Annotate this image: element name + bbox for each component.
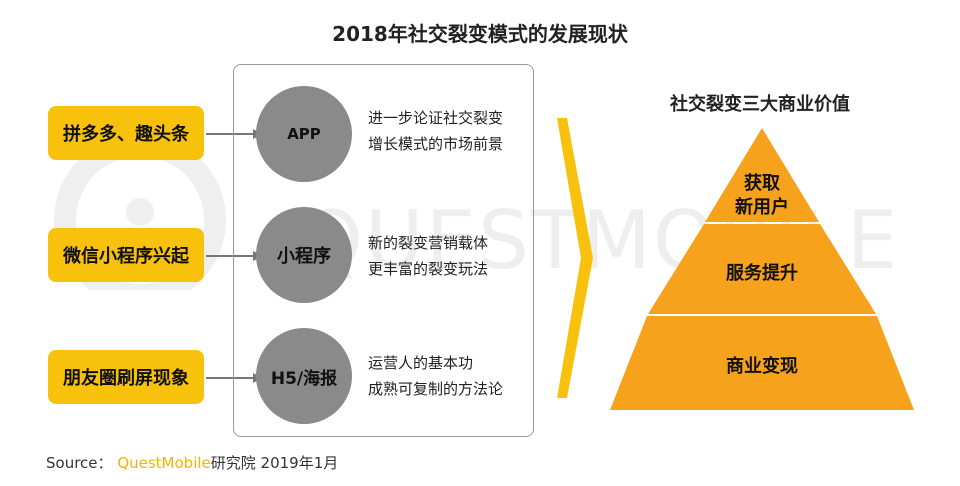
source-note: Source： QuestMobile研究院 2019年1月 — [46, 452, 338, 473]
desc-app: 进一步论证社交裂变 增长模式的市场前景 — [368, 105, 528, 157]
circle-mini-program: 小程序 — [256, 207, 352, 303]
desc-mini-program-line-2: 更丰富的裂变玩法 — [368, 260, 489, 278]
pyramid-tier-top — [705, 128, 819, 222]
desc-mini-program: 新的裂变营销载体 更丰富的裂变玩法 — [368, 230, 528, 282]
value-pyramid — [610, 128, 914, 410]
desc-h5-poster-line-1: 运营人的基本功 — [368, 354, 474, 372]
source-suffix: 研究院 2019年1月 — [210, 454, 339, 472]
desc-app-line-1: 进一步论证社交裂变 — [368, 109, 504, 127]
circle-h5-poster-label: H5/海报 — [270, 368, 338, 389]
chevron-divider — [557, 118, 593, 398]
desc-mini-program-line-1: 新的裂变营销载体 — [368, 234, 489, 252]
left-item-2: 微信小程序兴起 — [48, 228, 204, 282]
page-title: 2018年社交裂变模式的发展现状 — [332, 22, 628, 46]
pyramid-label-bottom: 商业变现 — [726, 356, 798, 377]
pyramid-label-middle: 服务提升 — [726, 263, 798, 284]
carrier-panel — [233, 64, 534, 437]
pyramid-label-top-line-1: 获取 — [744, 173, 780, 194]
pyramid-tier-bottom — [610, 316, 914, 410]
circle-mini-program-label: 小程序 — [277, 246, 331, 267]
desc-h5-poster-line-2: 成熟可复制的方法论 — [368, 380, 504, 398]
pyramid-label-top-line-2: 新用户 — [735, 197, 789, 218]
desc-h5-poster: 运营人的基本功 成熟可复制的方法论 — [368, 350, 528, 402]
source-brand: QuestMobile — [117, 454, 211, 472]
desc-app-line-2: 增长模式的市场前景 — [368, 135, 504, 153]
pyramid-tier-middle — [648, 224, 876, 314]
left-item-1: 拼多多、趣头条 — [48, 106, 204, 160]
circle-h5-poster: H5/海报 — [256, 328, 352, 424]
source-prefix: Source： — [46, 454, 113, 472]
pyramid-label-top: 获取 新用户 — [712, 172, 812, 220]
circle-app-label: APP — [287, 125, 321, 143]
circle-app: APP — [256, 86, 352, 182]
pyramid-title: 社交裂变三大商业价值 — [670, 94, 850, 115]
left-item-3: 朋友圈刷屏现象 — [48, 350, 204, 404]
